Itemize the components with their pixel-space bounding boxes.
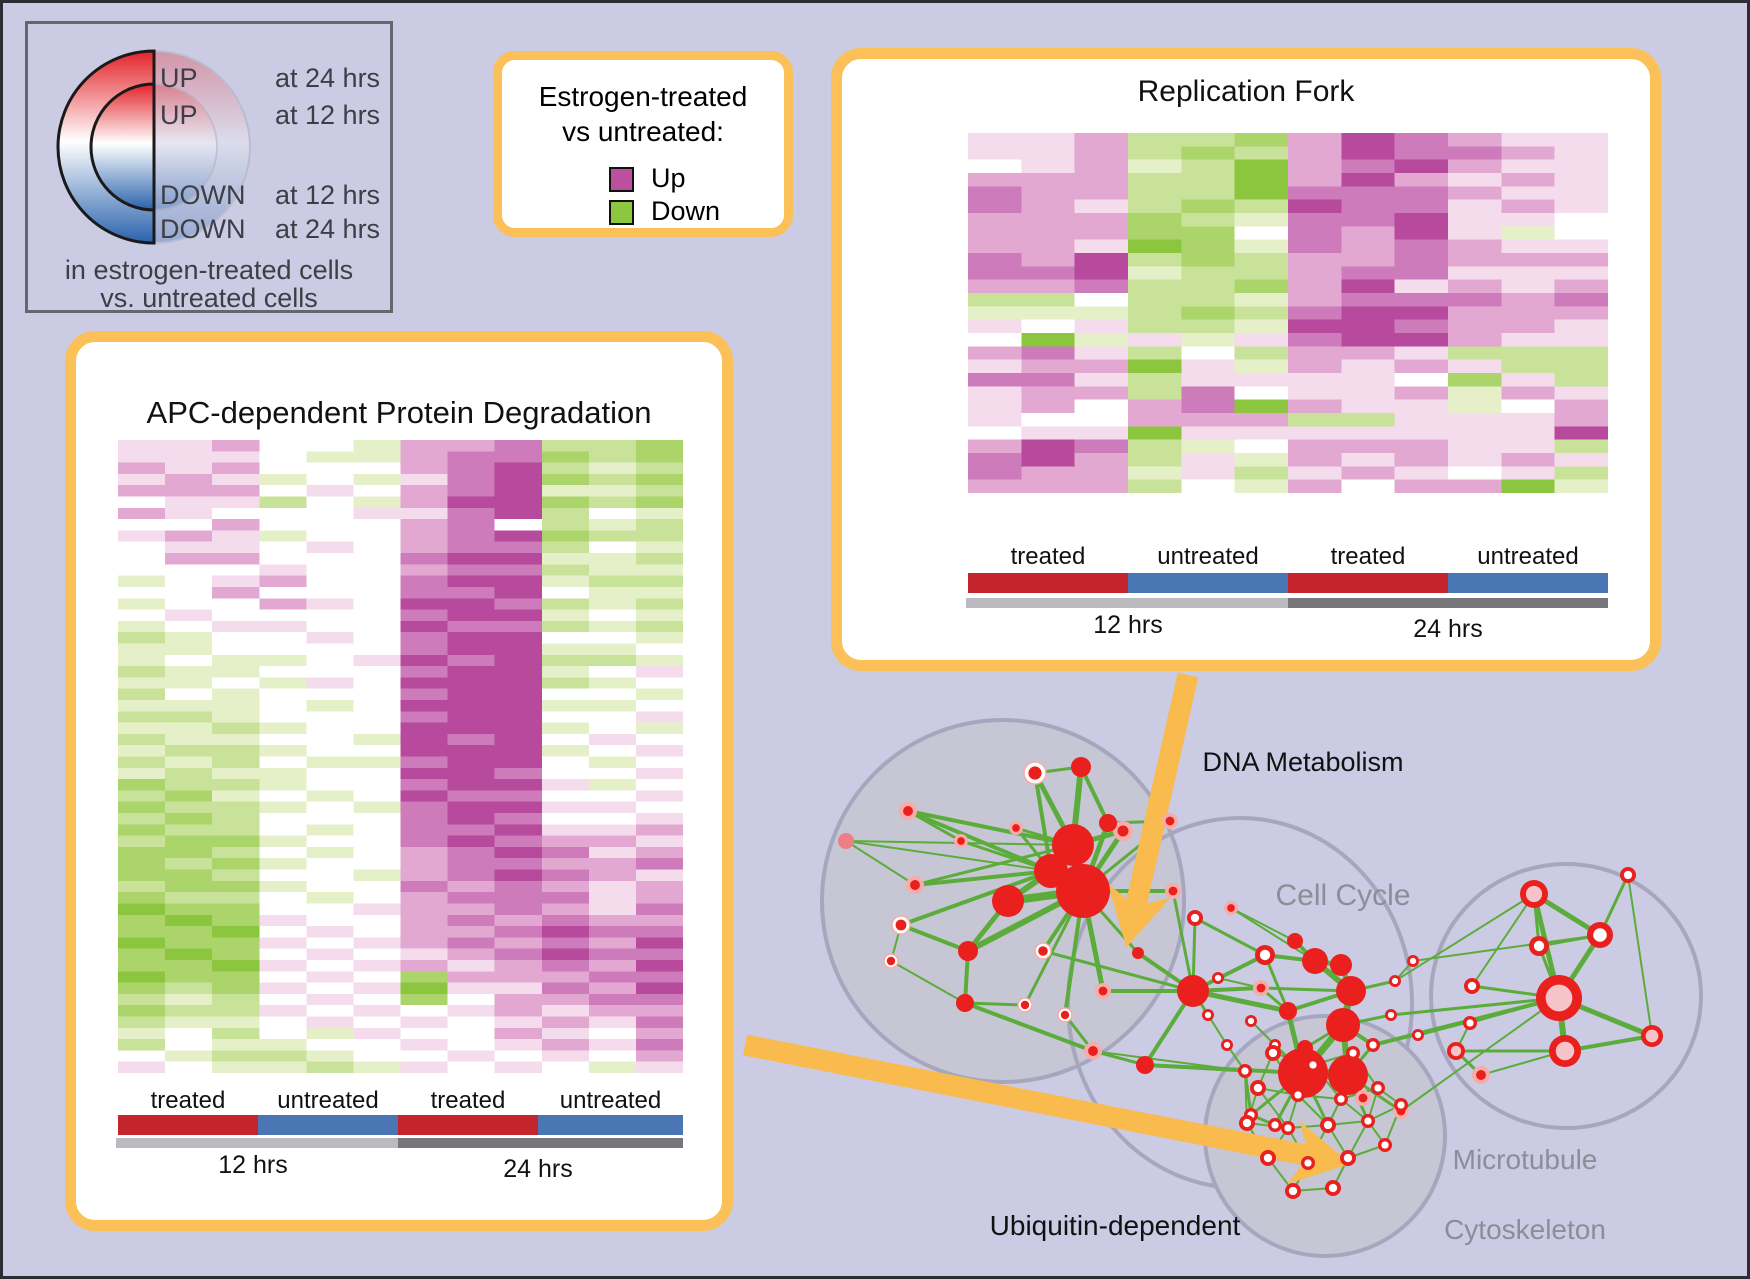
- updown-row-time: at 12 hrs: [275, 100, 381, 130]
- apc-group-label: treated: [150, 1087, 226, 1114]
- apc-treated-bar-12h: [118, 1115, 258, 1135]
- updown-row-label: UP: [160, 100, 198, 130]
- repfork-treated-bar-24h: [1288, 573, 1448, 593]
- updown-caption-line2: vs. untreated cells: [100, 283, 318, 313]
- updown-row-label: UP: [160, 63, 198, 93]
- updown-legend-box: [25, 21, 393, 313]
- apc-12hrs-label: 12 hrs: [218, 1151, 288, 1179]
- repfork-group-label: untreated: [1157, 543, 1259, 570]
- estrogen-legend-box: [493, 51, 793, 237]
- updown-row-label: DOWN: [160, 180, 246, 210]
- updown-row-time: at 24 hrs: [275, 214, 381, 244]
- apc-untreated-bar-12h: [258, 1115, 398, 1135]
- apc-24hrs-label: 24 hrs: [503, 1155, 573, 1183]
- apc-group-label: treated: [430, 1087, 506, 1114]
- apc-untreated-bar-24h: [538, 1115, 683, 1135]
- apc-24hrs-bar: [398, 1138, 683, 1148]
- apc-panel-title: APC-dependent Protein Degradation: [146, 395, 652, 430]
- updown-row-time: at 24 hrs: [275, 63, 381, 93]
- down-swatch: [609, 200, 634, 225]
- updown-caption-line1: in estrogen-treated cells: [64, 255, 354, 285]
- repfork-12hrs-label: 12 hrs: [1093, 611, 1163, 639]
- cluster-label-ubiquitin: Ubiquitin-dependent Protein Degradation: [989, 1210, 1241, 1241]
- repfork-24hrs-bar: [1288, 598, 1608, 608]
- apc-treated-bar-24h: [398, 1115, 538, 1135]
- repfork-treated-bar-12h: [968, 573, 1128, 593]
- updown-gradient-icon: [56, 49, 251, 245]
- repfork-heatmap: [968, 133, 1608, 493]
- apc-group-label: untreated: [559, 1087, 662, 1114]
- down-label: Down: [651, 196, 721, 226]
- estrogen-legend-title2: vs untreated:: [562, 116, 724, 147]
- apc-12hrs-bar: [116, 1138, 398, 1148]
- up-swatch: [609, 167, 634, 192]
- cluster-label-cell-cycle: Cell Cycle: [1275, 879, 1411, 912]
- repfork-group-label: untreated: [1477, 543, 1579, 570]
- repfork-12hrs-bar: [966, 598, 1288, 608]
- estrogen-legend-title1: Estrogen-treated: [538, 81, 748, 112]
- cluster-label-dna-metabolism: DNA Metabolism: [1202, 747, 1404, 777]
- repfork-untreated-bar-12h: [1128, 573, 1288, 593]
- repfork-panel-title: Replication Fork: [1137, 75, 1355, 108]
- repfork-group-label: treated: [1010, 543, 1086, 570]
- apc-group-label: untreated: [277, 1087, 379, 1114]
- up-label: Up: [651, 163, 686, 193]
- updown-row-label: DOWN: [160, 214, 246, 244]
- repfork-24hrs-label: 24 hrs: [1413, 615, 1483, 643]
- cluster-label-microtubule: Microtubule Cytoskeleton: [1444, 1144, 1606, 1245]
- repfork-untreated-bar-24h: [1448, 573, 1608, 593]
- repfork-group-label: treated: [1330, 543, 1406, 570]
- gene-network-graph: [742, 672, 1703, 1258]
- apc-heatmap: [118, 440, 683, 1073]
- updown-row-time: at 12 hrs: [275, 180, 381, 210]
